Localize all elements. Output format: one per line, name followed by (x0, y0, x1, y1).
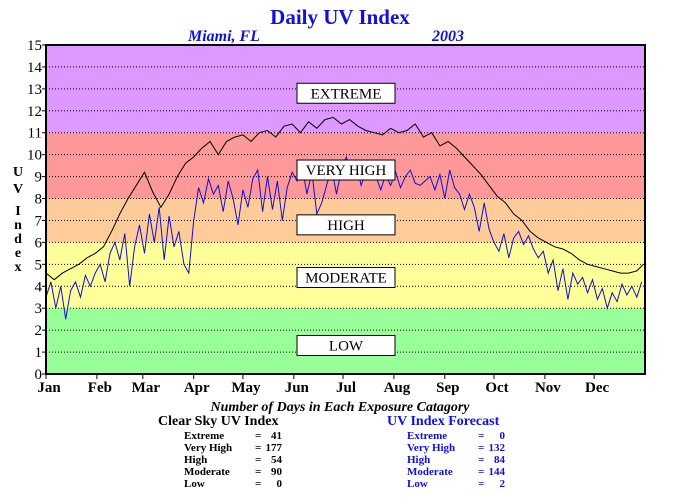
forecast-row-very-high: Very High = 132 (407, 442, 505, 454)
row-label: Low (407, 478, 428, 490)
row-value: 41 (271, 430, 282, 442)
x-tick-label: Nov (535, 380, 561, 396)
row-value: 132 (488, 442, 506, 454)
row-value: 54 (271, 454, 282, 466)
row-value: 84 (494, 454, 505, 466)
y-axis-label-i: I (15, 204, 20, 219)
clear-sky-row-low: Low = 0 (184, 478, 282, 490)
forecast-title: UV Index Forecast (387, 414, 500, 429)
forecast-row-extreme: Extreme = 0 (407, 430, 505, 442)
x-tick-label: Jan (37, 380, 61, 396)
x-tick-label: Mar (132, 380, 161, 396)
stats-panel: Number of Days in Each Exposure Catagory… (0, 400, 680, 500)
y-tick-label: 11 (28, 126, 42, 142)
x-tick-label: Oct (485, 380, 508, 396)
row-value: 0 (499, 430, 506, 442)
row-label: Moderate (407, 466, 453, 478)
row-value: 2 (499, 478, 506, 490)
x-tick-label: Sep (436, 380, 459, 396)
clear-sky-row-very-high: Very High = 177 (184, 442, 282, 454)
y-tick-label: 7 (35, 213, 43, 229)
category-label-low: LOW (296, 334, 396, 356)
forecast-stats: UV Index Forecast Extreme = 0 Very High = 13… (387, 414, 505, 490)
row-value: 90 (271, 466, 282, 478)
y-tick-label: 3 (35, 301, 43, 317)
clear-sky-row-moderate: Moderate = 90 (184, 466, 282, 478)
y-axis-label-e: e (15, 246, 21, 261)
row-label: Very High (184, 442, 233, 454)
y-axis-label-v: V (13, 182, 23, 197)
row-value: 177 (265, 442, 283, 454)
subtitle-location: Miami, FL (187, 28, 260, 45)
x-tick-label: Aug (384, 380, 411, 396)
y-tick-label: 13 (27, 82, 42, 98)
subtitle-year: 2003 (431, 28, 464, 45)
x-tick-label: Feb (88, 380, 112, 396)
y-tick-label: 9 (35, 170, 43, 186)
x-ticks: Jan Feb Mar Apr May Jun Jul Aug Sep Oct Nov Dec (37, 374, 610, 396)
y-axis-label-n: n (14, 218, 22, 233)
x-tick-label: May (231, 380, 261, 396)
category-label-extreme: EXTREME (296, 82, 396, 104)
x-tick-label: Apr (184, 380, 210, 396)
row-label: Very High (407, 442, 456, 454)
y-tick-label: 5 (35, 257, 43, 273)
clear-sky-stats: Clear Sky UV Index Extreme = 41 Very High =… (158, 414, 282, 490)
chart-title: Daily UV Index (270, 5, 410, 29)
category-label-text: EXTREME (311, 86, 382, 102)
row-label: High (407, 454, 431, 466)
x-tick-label: Jul (336, 380, 356, 396)
category-label-high: HIGH (296, 214, 396, 236)
x-tick-label: Jun (285, 380, 310, 396)
forecast-row-low: Low = 2 (407, 478, 505, 490)
y-axis-label-u: U (13, 165, 23, 180)
row-label: Extreme (407, 430, 448, 442)
category-label-text: VERY HIGH (306, 163, 387, 179)
category-label-very-high: VERY HIGH (296, 159, 396, 181)
y-tick-label: 4 (35, 279, 43, 295)
y-axis-label-x: x (15, 260, 22, 275)
forecast-row-high: High = 84 (407, 454, 505, 466)
y-tick-label: 15 (27, 38, 42, 54)
category-label-text: HIGH (327, 218, 365, 234)
x-tick-label: Dec (585, 380, 609, 396)
category-label-text: LOW (329, 338, 364, 354)
y-axis-label-d: d (14, 232, 22, 247)
y-tick-label: 1 (35, 345, 43, 361)
y-tick-label: 8 (35, 192, 43, 208)
y-tick-label: 0 (35, 367, 43, 383)
clear-sky-row-high: High = 54 (184, 454, 282, 466)
series-clear-sky-line (45, 116, 644, 281)
row-label: Extreme (184, 430, 225, 442)
uv-chart: Daily UV Index Miami, FL 2003 U V I n d … (13, 5, 646, 396)
plot-frame (45, 44, 646, 375)
y-tick-label: 12 (27, 104, 42, 120)
y-tick-label: 6 (35, 235, 43, 251)
y-tick-label: 10 (27, 148, 42, 164)
row-value: 144 (488, 466, 506, 478)
clear-sky-title: Clear Sky UV Index (158, 414, 279, 429)
forecast-row-moderate: Moderate = 144 (407, 466, 505, 478)
row-label: Moderate (184, 466, 230, 478)
y-axis-label: U V I n d e x (13, 165, 23, 275)
y-tick-label: 2 (35, 323, 43, 339)
category-label-text: MODERATE (305, 270, 387, 286)
category-label-moderate: MODERATE (296, 266, 396, 288)
clear-sky-row-extreme: Extreme = 41 (184, 430, 282, 442)
row-value: 0 (276, 478, 283, 490)
category-labels: LOW MODERATE HIGH VERY HIGH EXTREME (296, 82, 396, 356)
y-tick-label: 14 (27, 60, 43, 76)
row-label: High (184, 454, 208, 466)
stats-heading: Number of Days in Each Exposure Catagory (210, 400, 470, 415)
row-label: Low (184, 478, 205, 490)
